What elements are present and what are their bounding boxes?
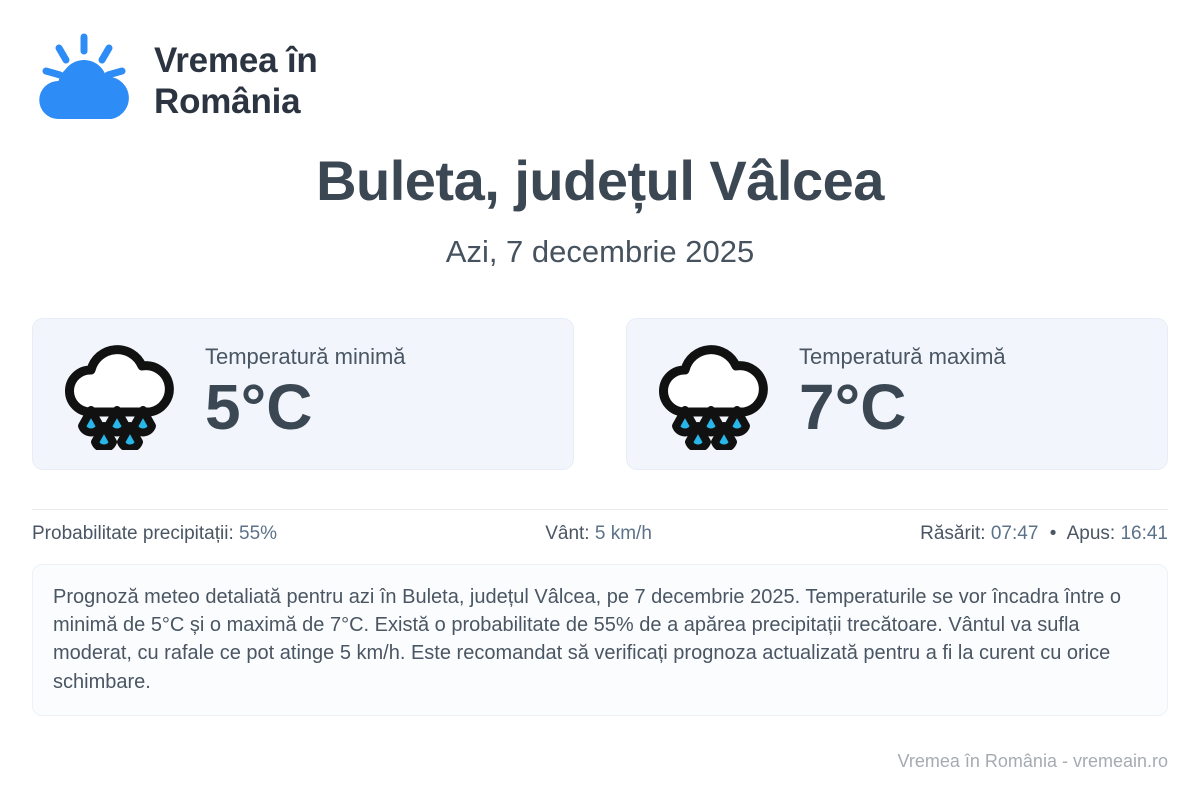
footer-credit: Vremea în România - vremeain.ro — [897, 751, 1168, 771]
brand-header: Vremea în România — [32, 0, 1168, 121]
stat-precipitation: Probabilitate precipitații: 55% — [32, 523, 277, 545]
stat-precipitation-label: Probabilitate precipitații: — [32, 522, 234, 544]
stats-divider — [32, 508, 1168, 510]
title-block: Buleta, județul Vâlcea Azi, 7 decembrie … — [32, 150, 1168, 270]
stat-wind: Vânt: 5 km/h — [277, 523, 920, 545]
rain-cloud-icon — [59, 338, 181, 453]
stat-sunset-label: Apus: — [1066, 522, 1116, 544]
temperature-card-label: Temperatură maximă — [799, 343, 1006, 369]
temperature-cards: Temperatură minimă 5°C — [32, 317, 1168, 470]
stat-precipitation-value: 55% — [239, 522, 278, 544]
temperature-card-max: Temperatură maximă 7°C — [626, 317, 1168, 470]
temperature-card-min: Temperatură minimă 5°C — [32, 317, 574, 470]
stat-wind-label: Vânt: — [545, 522, 590, 544]
sun-behind-cloud-icon — [32, 33, 136, 129]
rain-cloud-icon — [653, 338, 775, 453]
temperature-card-label: Temperatură minimă — [205, 343, 406, 369]
temperature-card-value: 7°C — [799, 370, 907, 443]
stat-sun-times: Răsărit: 07:47 • Apus: 16:41 — [920, 523, 1168, 545]
stat-sunrise-label: Răsărit: — [920, 522, 986, 544]
temperature-card-body: Temperatură maximă 7°C — [799, 344, 1006, 444]
stat-sunrise-value: 07:47 — [990, 522, 1039, 544]
page-title: Buleta, județul Vâlcea — [316, 149, 884, 212]
brand-name: Vremea în România — [154, 40, 318, 121]
forecast-description: Prognoză meteo detaliată pentru azi în B… — [32, 563, 1168, 716]
stat-sunset-value: 16:41 — [1120, 522, 1168, 544]
temperature-card-value: 5°C — [205, 370, 313, 443]
page-subtitle: Azi, 7 decembrie 2025 — [445, 233, 755, 269]
stat-wind-value: 5 km/h — [594, 522, 652, 544]
weather-stats-row: Probabilitate precipitații: 55% Vânt: 5 … — [32, 510, 1168, 558]
temperature-card-body: Temperatură minimă 5°C — [205, 344, 406, 444]
stat-separator: • — [1049, 522, 1057, 544]
